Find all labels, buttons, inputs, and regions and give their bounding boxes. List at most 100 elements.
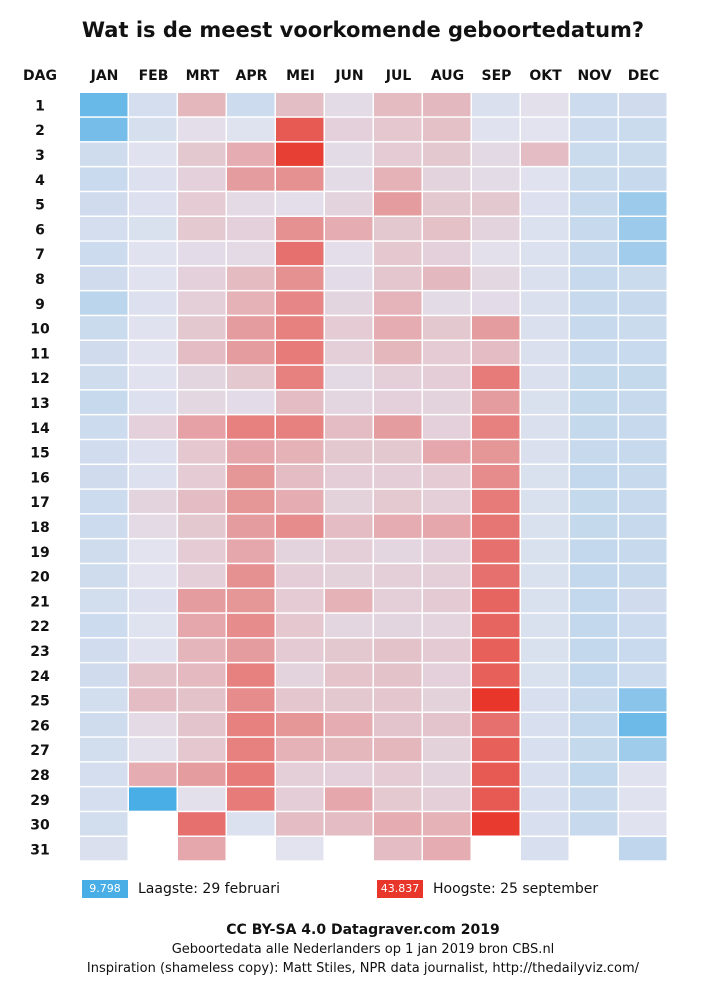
heatmap-cell-mei-30 [276, 812, 324, 836]
heatmap-cell-jun-30 [325, 812, 373, 836]
heatmap-cell-jun-13 [325, 390, 373, 414]
heatmap-cell-feb-13 [129, 390, 177, 414]
heatmap-cell-mrt-10 [178, 316, 226, 340]
heatmap-cell-nov-17 [570, 489, 618, 514]
heatmap-chart: DAG JAN FEB MRT APR MEI JUN JUL AUG SEP OKT NOV DEC 1… [23, 68, 667, 861]
heatmap-cell-aug-26 [423, 713, 471, 737]
heatmap-cell-okt-21 [521, 589, 569, 613]
heatmap-cell-nov-8 [570, 266, 618, 290]
heatmap-cell-dec-4 [619, 167, 667, 191]
row-label-1: 1 [35, 98, 45, 114]
heatmap-cell-feb-25 [129, 688, 177, 712]
heatmap-cell-jan-24 [80, 663, 128, 687]
legend-high-value: 43.837 [380, 882, 420, 895]
heatmap-cell-aug-10 [423, 316, 471, 340]
heatmap-cell-apr-8 [227, 266, 275, 290]
heatmap-cell-feb-11 [129, 341, 177, 365]
row-label-10: 10 [30, 322, 50, 338]
heatmap-cell-nov-15 [570, 440, 618, 464]
heatmap-cell-nov-30 [570, 812, 618, 836]
heatmap-cell-feb-1 [129, 93, 177, 117]
heatmap-cell-mei-9 [276, 291, 324, 315]
heatmap-cell-dec-6 [619, 217, 667, 241]
heatmap-cell-jan-13 [80, 390, 128, 414]
heatmap-cell-mei-7 [276, 241, 324, 266]
heatmap-cell-okt-11 [521, 341, 569, 365]
heatmap-cell-apr-7 [227, 241, 275, 266]
row-label-14: 14 [30, 421, 50, 437]
heatmap-cell-jul-24 [374, 663, 422, 687]
heatmap-cell-aug-5 [423, 192, 471, 216]
heatmap-cell-feb-24 [129, 663, 177, 687]
heatmap-cell-mrt-15 [178, 440, 226, 464]
row-label-5: 5 [35, 198, 45, 214]
heatmap-cell-sep-4 [472, 167, 520, 191]
heatmap-cell-jul-27 [374, 737, 422, 762]
heatmap-cell-aug-13 [423, 390, 471, 414]
heatmap-cell-nov-6 [570, 217, 618, 241]
heatmap-cell-okt-29 [521, 787, 569, 811]
row-label-27: 27 [30, 743, 49, 759]
heatmap-cell-apr-30 [227, 812, 275, 836]
heatmap-cell-apr-23 [227, 638, 275, 662]
row-label-3: 3 [35, 148, 45, 164]
heatmap-cell-apr-27 [227, 737, 275, 762]
heatmap-cell-apr-12 [227, 365, 275, 390]
heatmap-cell-mei-23 [276, 638, 324, 662]
heatmap-cell-dec-24 [619, 663, 667, 687]
heatmap-cell-dec-31 [619, 837, 667, 861]
heatmap-cell-okt-22 [521, 613, 569, 638]
heatmap-cell-jan-10 [80, 316, 128, 340]
heatmap-cell-jul-19 [374, 539, 422, 563]
heatmap-cell-mei-15 [276, 440, 324, 464]
heatmap-cell-okt-19 [521, 539, 569, 563]
heatmap-cell-mrt-9 [178, 291, 226, 315]
column-label-mei: MEI [286, 68, 315, 84]
heatmap-cell-okt-16 [521, 465, 569, 489]
heatmap-cell-aug-12 [423, 365, 471, 390]
heatmap-cell-aug-8 [423, 266, 471, 290]
heatmap-cell-apr-14 [227, 415, 275, 439]
heatmap-cell-aug-20 [423, 564, 471, 588]
heatmap-cell-jan-16 [80, 465, 128, 489]
row-label-22: 22 [30, 619, 49, 635]
heatmap-cell-jan-20 [80, 564, 128, 588]
heatmap-cell-jul-13 [374, 390, 422, 414]
heatmap-cell-jul-3 [374, 142, 422, 166]
heatmap-cell-aug-23 [423, 638, 471, 662]
heatmap-cell-mei-26 [276, 713, 324, 737]
heatmap-cell-sep-14 [472, 415, 520, 439]
heatmap-cell-nov-14 [570, 415, 618, 439]
heatmap-cell-apr-19 [227, 539, 275, 563]
heatmap-cell-okt-1 [521, 93, 569, 117]
heatmap-cell-nov-4 [570, 167, 618, 191]
heatmap-cell-dec-12 [619, 365, 667, 390]
heatmap-cell-nov-18 [570, 514, 618, 538]
heatmap-cell-aug-15 [423, 440, 471, 464]
heatmap-cell-okt-3 [521, 142, 569, 166]
heatmap-cell-aug-2 [423, 117, 471, 142]
row-label-30: 30 [30, 818, 50, 834]
heatmap-cell-sep-15 [472, 440, 520, 464]
heatmap-cell-jan-29 [80, 787, 128, 811]
heatmap-cell-jul-21 [374, 589, 422, 613]
heatmap-cell-apr-20 [227, 564, 275, 588]
heatmap-cell-mei-21 [276, 589, 324, 613]
heatmap-cell-jan-21 [80, 589, 128, 613]
heatmap-cell-mrt-18 [178, 514, 226, 538]
heatmap-cell-jun-9 [325, 291, 373, 315]
heatmap-cell-okt-27 [521, 737, 569, 762]
heatmap-cell-nov-7 [570, 241, 618, 266]
heatmap-cell-jan-28 [80, 762, 128, 786]
heatmap-cell-mrt-17 [178, 489, 226, 514]
heatmap-cell-sep-1 [472, 93, 520, 117]
heatmap-cell-jul-28 [374, 762, 422, 786]
row-label-26: 26 [30, 718, 49, 734]
heatmap-cell-apr-9 [227, 291, 275, 315]
heatmap-cell-mrt-3 [178, 142, 226, 166]
heatmap-cell-okt-23 [521, 638, 569, 662]
row-label-2: 2 [35, 123, 45, 139]
heatmap-cell-mei-8 [276, 266, 324, 290]
row-label-18: 18 [30, 520, 49, 536]
heatmap-cell-aug-29 [423, 787, 471, 811]
